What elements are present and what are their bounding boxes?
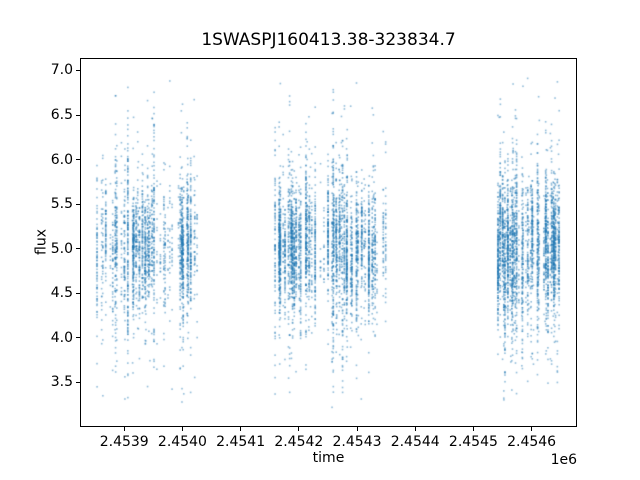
y-tick-label: 4.5 <box>50 285 73 302</box>
y-tick-mark <box>76 69 80 71</box>
y-tick-label: 6.5 <box>50 107 73 124</box>
chart-title: 1SWASPJ160413.38-323834.7 <box>201 30 456 50</box>
y-tick-label: 4.0 <box>50 329 73 346</box>
x-tick-mark <box>298 427 300 431</box>
y-tick-mark <box>76 292 80 294</box>
y-tick-label: 5.0 <box>50 240 73 257</box>
y-tick-label: 7.0 <box>50 62 73 79</box>
x-tick-mark <box>472 427 474 431</box>
x-tick-label: 2.4540 <box>157 434 207 450</box>
x-tick-mark <box>181 427 183 431</box>
x-tick-label: 2.4545 <box>448 434 498 450</box>
x-tick-mark <box>240 427 242 431</box>
y-tick-mark <box>76 159 80 161</box>
x-tick-label: 2.4542 <box>274 434 324 450</box>
y-tick-label: 5.5 <box>50 196 73 213</box>
x-tick-label: 2.4544 <box>390 434 440 450</box>
x-tick-label: 2.4546 <box>507 434 557 450</box>
x-tick-label: 2.4543 <box>332 434 382 450</box>
y-tick-label: 6.0 <box>50 151 73 168</box>
x-tick-mark <box>414 427 416 431</box>
x-axis-label: time <box>312 450 345 466</box>
y-tick-mark <box>76 248 80 250</box>
x-tick-mark <box>356 427 358 431</box>
y-tick-mark <box>76 381 80 383</box>
x-tick-mark <box>123 427 125 431</box>
y-tick-mark <box>76 337 80 339</box>
x-tick-label: 2.4541 <box>216 434 266 450</box>
x-tick-mark <box>531 427 533 431</box>
x-tick-label: 2.4539 <box>99 434 149 450</box>
y-tick-mark <box>76 203 80 205</box>
y-tick-mark <box>76 114 80 116</box>
y-tick-label: 3.5 <box>50 374 73 391</box>
x-axis-offset-label: 1e6 <box>550 452 577 468</box>
